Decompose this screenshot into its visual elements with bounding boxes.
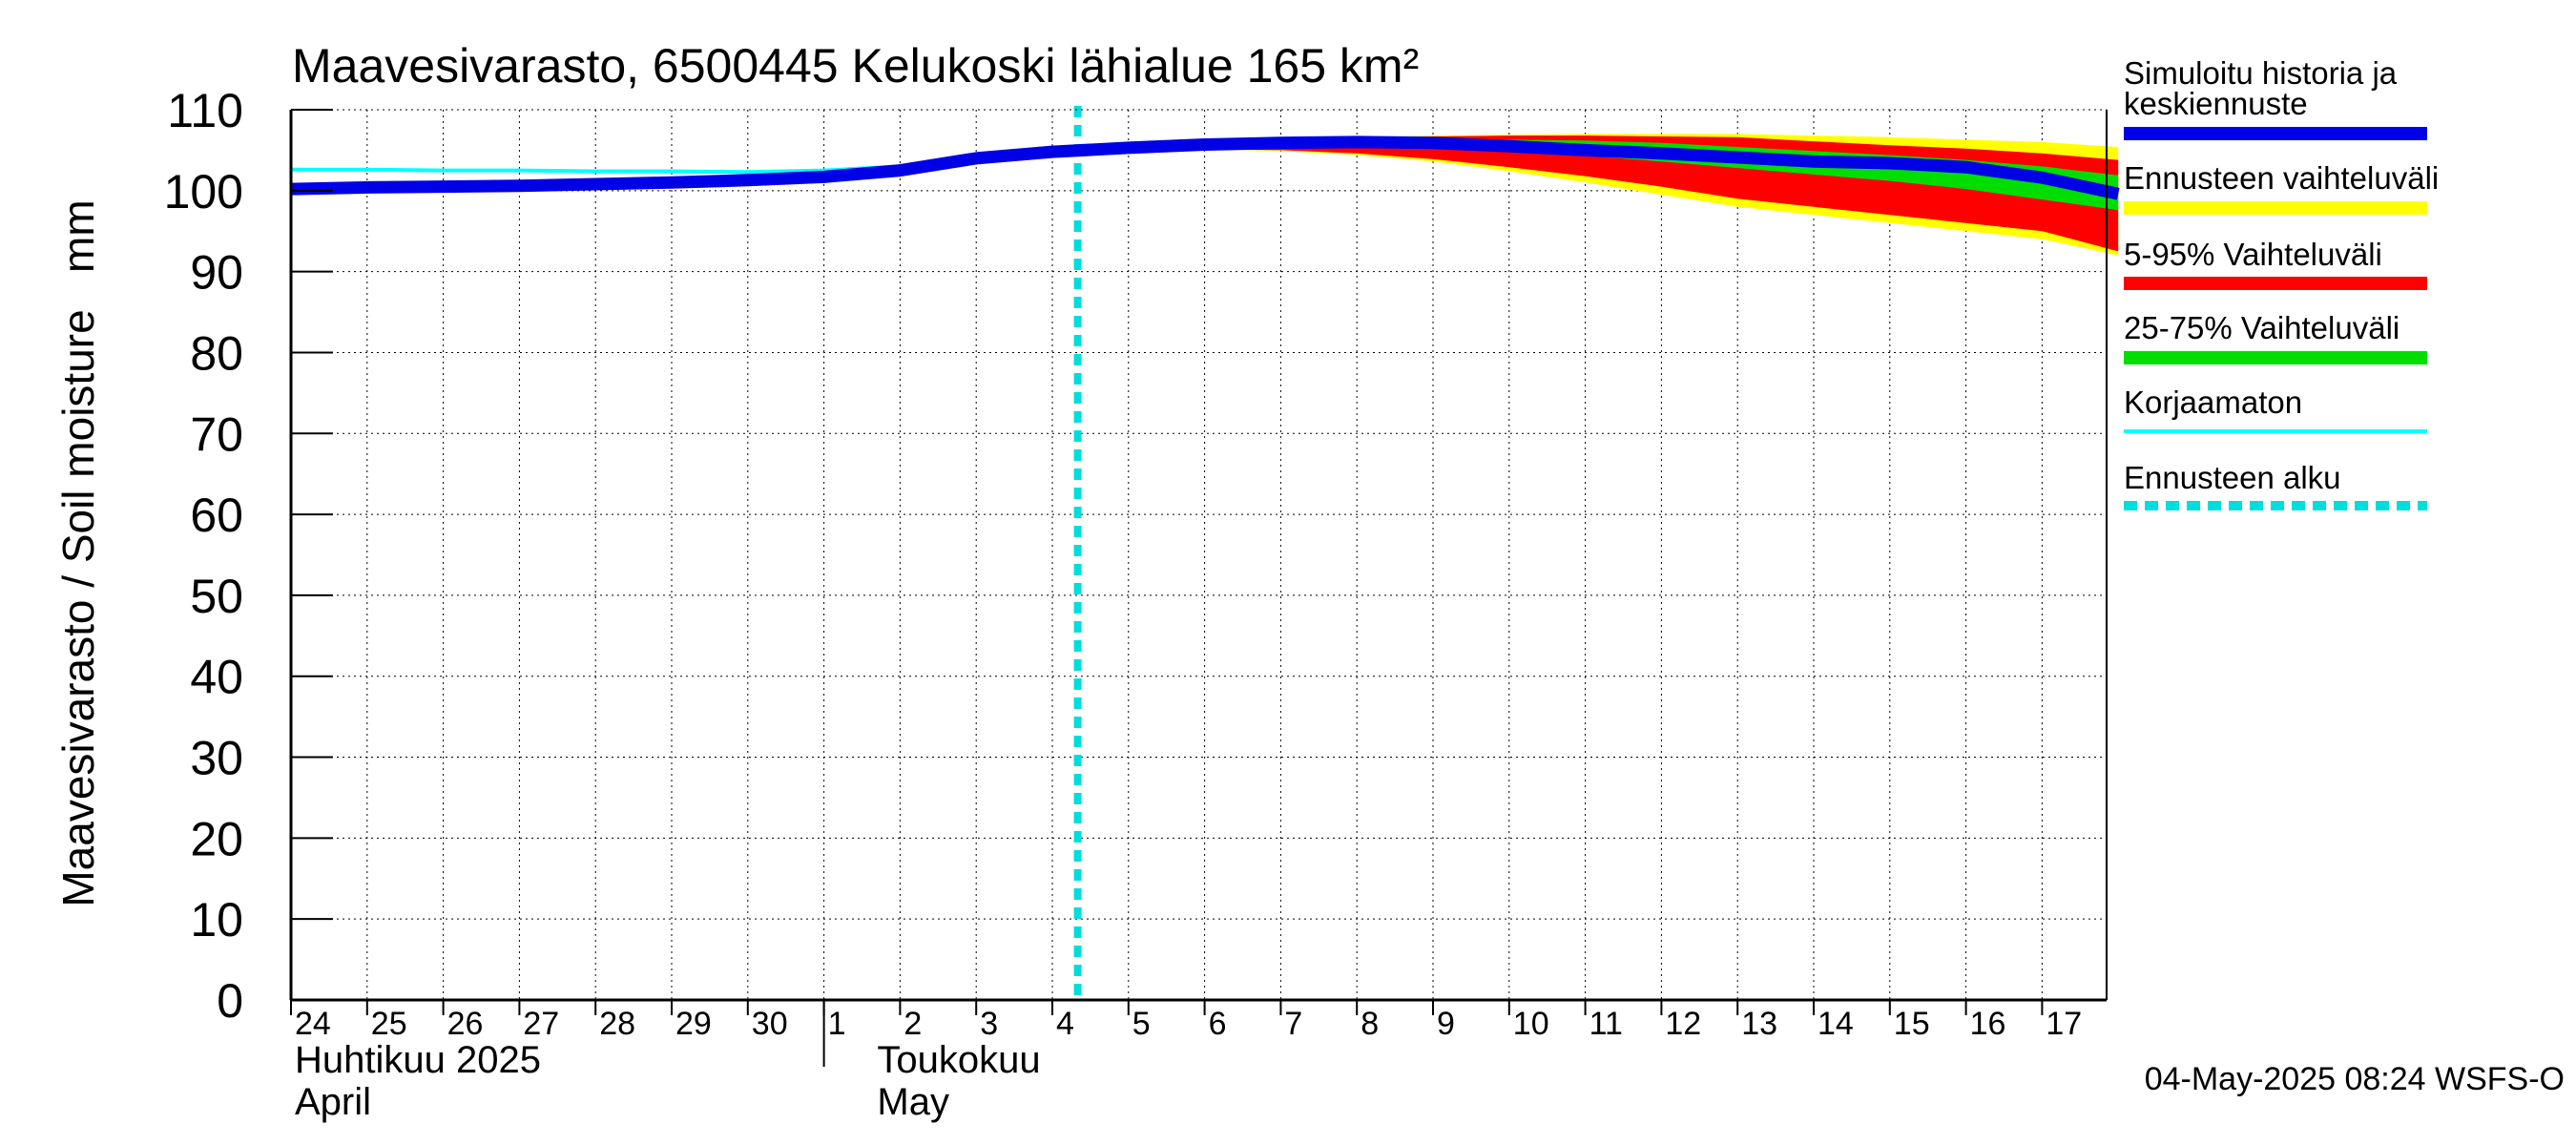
legend-label: Ennusteen vaihteluväli [2124,160,2439,196]
month-label-en: April [295,1081,371,1123]
y-tick-label: 100 [164,165,243,219]
x-tick-label: 27 [523,1006,559,1042]
y-tick-label: 50 [190,570,243,623]
y-tick-label: 70 [190,407,243,461]
y-tick-label: 10 [190,893,243,947]
axes [289,109,2108,1067]
x-tick-label: 26 [447,1006,484,1042]
series-korjaamaton [291,164,901,175]
x-tick-label: 10 [1513,1006,1549,1042]
legend-label: Korjaamaton [2124,385,2302,420]
x-tick-label: 6 [1209,1006,1227,1042]
y-tick-label: 110 [167,84,243,137]
grid-lines [291,109,2107,1001]
x-tick-label: 4 [1056,1006,1074,1042]
x-tick-label: 17 [2046,1006,2082,1042]
x-tick-label: 25 [371,1006,407,1042]
x-tick-label: 8 [1361,1006,1379,1042]
month-label-fi: Toukokuu [877,1039,1040,1081]
legend-label: 25-75% Vaihteluväli [2124,310,2399,345]
x-tick-label: 28 [599,1006,635,1042]
x-tick-label: 12 [1665,1006,1701,1042]
month-label-fi: Huhtikuu 2025 [295,1039,541,1081]
month-label-en: May [877,1081,949,1123]
x-tick-label: 1 [828,1006,846,1042]
x-tick-label: 24 [295,1006,331,1042]
y-tick-label: 60 [190,489,243,542]
x-tick-label: 7 [1284,1006,1302,1042]
y-tick-labels: 0 10 20 30 40 50 60 70 80 90 100 110 [164,84,243,1028]
legend-label: 5-95% Vaihteluväli [2124,237,2382,272]
chart-title: Maavesivarasto, 6500445 Kelukoski lähial… [292,39,1419,93]
series-simulated [290,135,2120,200]
x-tick-label: 16 [1970,1006,2006,1042]
x-tick-label: 5 [1132,1006,1151,1042]
y-tick-label: 0 [217,974,243,1028]
legend-label: Simuloitu historia ja [2124,55,2398,91]
x-tick-label: 30 [752,1006,788,1042]
x-tick-label: 3 [980,1006,998,1042]
y-tick-label: 20 [190,812,243,865]
x-tick-label: 29 [675,1006,712,1042]
x-tick-label: 9 [1437,1006,1455,1042]
legend-label: keskiennuste [2124,86,2308,121]
x-tick-label: 14 [1818,1006,1854,1042]
y-tick-label: 80 [190,326,243,380]
footer-timestamp: 04-May-2025 08:24 WSFS-O [2145,1061,2565,1097]
x-tick-label: 15 [1894,1006,1930,1042]
x-tick-label: 11 [1589,1006,1623,1042]
series-lines [290,106,2120,1000]
y-axis-label: Maavesivarasto / Soil moisture mm [53,199,103,906]
y-tick-label: 40 [190,651,243,704]
x-tick-label: 13 [1741,1006,1777,1042]
x-tick-labels: 24 25 26 27 28 29 30 1 2 3 4 5 6 7 8 9 10 11 12 13 14 15 16 17 [295,1006,2082,1042]
y-tick-label: 90 [190,246,243,300]
legend-label: Ennusteen alku [2124,460,2341,495]
x-tick-label: 2 [904,1006,922,1042]
y-tick-label: 30 [190,732,243,785]
